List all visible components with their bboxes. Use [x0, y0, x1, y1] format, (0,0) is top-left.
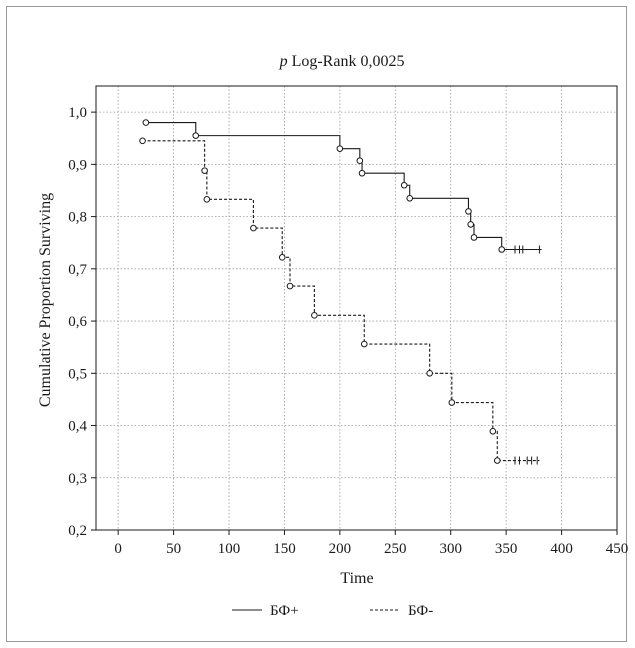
y-tick-label: 0,9	[68, 157, 87, 173]
series-layer	[139, 119, 542, 465]
event-point	[201, 167, 208, 174]
x-tick-label: 350	[495, 541, 518, 557]
series-line	[145, 122, 542, 251]
event-point	[278, 254, 286, 261]
axis-ticks: 0 50 100 150 200 250 300 350 400 450 0,2 0,3 0,4 0,5 0…	[68, 105, 628, 557]
event-point	[498, 246, 506, 253]
x-tick-label: 50	[166, 541, 181, 557]
title-p: p	[279, 53, 288, 70]
event-point	[356, 157, 364, 164]
x-tick-label: 400	[550, 541, 573, 557]
x-tick-label: 450	[606, 541, 629, 557]
event-point	[311, 312, 318, 319]
y-tick-label: 0,6	[68, 314, 87, 330]
event-point	[192, 132, 200, 139]
legend: БФ+ БФ-	[232, 603, 433, 619]
event-point	[250, 224, 257, 232]
title-text: Log-Rank 0,0025	[288, 53, 405, 70]
event-point	[286, 282, 294, 290]
grid	[96, 86, 618, 531]
y-tick-label: 0,2	[68, 523, 87, 539]
event-point	[400, 181, 408, 189]
series-bf-plus	[142, 119, 542, 254]
plot-border	[95, 85, 618, 531]
x-tick-label: 150	[273, 541, 296, 557]
x-tick-label: 300	[439, 541, 462, 557]
y-tick-label: 0,8	[68, 210, 87, 226]
event-point	[336, 145, 344, 152]
y-tick-label: 0,7	[68, 262, 87, 278]
y-tick-label: 0,4	[68, 419, 87, 435]
event-point	[203, 196, 211, 203]
event-point	[142, 119, 150, 126]
event-point	[406, 195, 414, 202]
series-bf-minus	[139, 137, 540, 465]
x-tick-label: 250	[384, 541, 407, 557]
x-tick-label: 100	[218, 541, 241, 557]
event-point	[139, 137, 146, 145]
event-point	[448, 399, 456, 406]
x-tick-label: 0	[114, 541, 122, 557]
x-axis-label: Time	[340, 570, 373, 587]
event-point	[465, 208, 472, 215]
event-point	[358, 169, 366, 177]
legend-label: БФ-	[408, 603, 433, 619]
y-tick-label: 0,3	[68, 471, 87, 487]
event-point	[467, 221, 474, 228]
event-point	[489, 427, 497, 435]
event-point	[360, 340, 368, 348]
event-point	[493, 457, 501, 464]
y-tick-label: 1,0	[68, 105, 87, 121]
series-line	[142, 140, 540, 462]
event-point	[470, 234, 478, 241]
y-axis-label: Cumulative Proportion Surviving	[37, 193, 54, 407]
chart-title: p Log-Rank 0,0025	[279, 53, 405, 70]
legend-label: БФ+	[270, 603, 299, 619]
x-tick-label: 200	[329, 541, 352, 557]
y-tick-label: 0,5	[68, 366, 87, 382]
event-point	[426, 369, 433, 377]
